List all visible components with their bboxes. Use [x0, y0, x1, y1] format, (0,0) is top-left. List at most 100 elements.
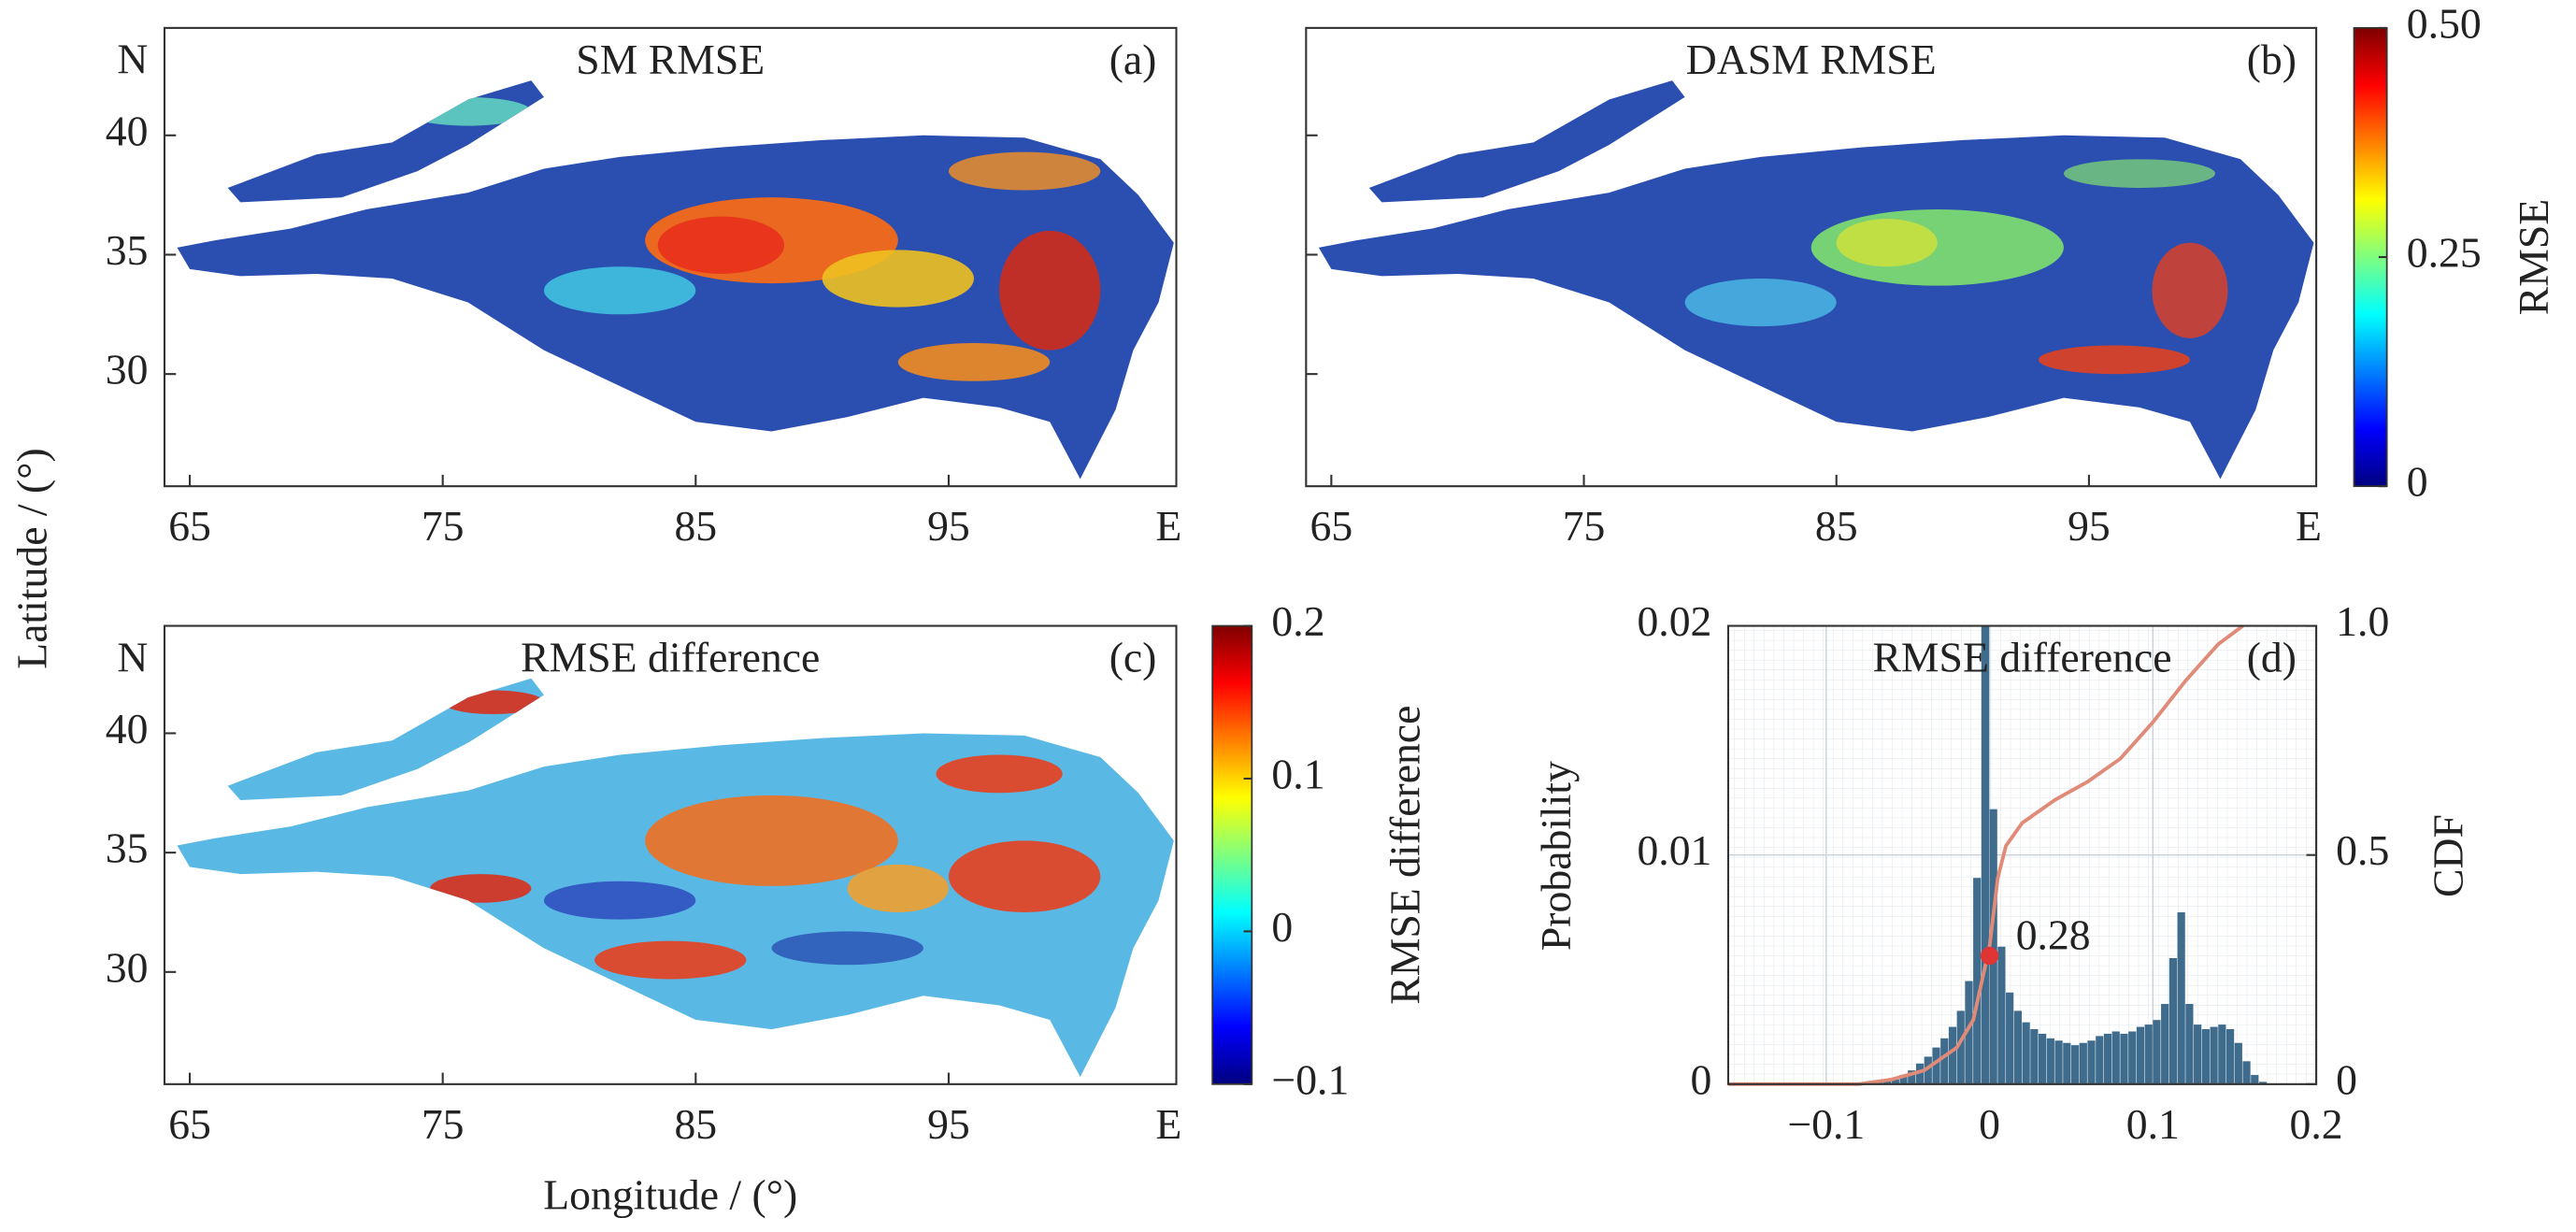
bar	[2063, 1042, 2071, 1084]
bar	[2234, 1042, 2242, 1084]
x-axis-label: Longitude / (°)	[543, 1170, 797, 1218]
map-patch	[948, 151, 1101, 191]
bar	[2013, 1010, 2023, 1084]
map-patch	[948, 840, 1101, 912]
map-patch	[771, 931, 923, 966]
map-patch	[405, 96, 532, 126]
bar	[1891, 1079, 1899, 1084]
plot-frame	[163, 26, 1178, 488]
plot-frame	[163, 624, 1178, 1085]
colorbar	[1211, 624, 1253, 1085]
bar	[2079, 1042, 2087, 1084]
annotation-label: 0.28	[2016, 910, 2091, 958]
bar	[2087, 1040, 2096, 1084]
colorbar-label: RMSE	[2510, 199, 2557, 315]
y2-tick-label: 0.5	[2336, 826, 2389, 874]
map-patch	[999, 230, 1101, 351]
map-patch	[897, 342, 1051, 381]
bar	[2185, 1004, 2194, 1084]
bar	[2006, 992, 2014, 1084]
map-field	[177, 80, 1174, 480]
y-tick-label: 0.01	[1637, 826, 1711, 874]
x-tick-label: 75	[422, 1100, 465, 1148]
map-patch	[2063, 159, 2216, 188]
map-patch	[847, 864, 949, 912]
bar	[2251, 1075, 2259, 1084]
panel-label: (c)	[1109, 634, 1157, 681]
bar	[1899, 1075, 1908, 1084]
panel-label: (d)	[2247, 634, 2297, 681]
bar	[2177, 911, 2185, 1084]
map-patch	[442, 690, 544, 715]
bar	[1989, 809, 1997, 1084]
x-tick-label: 75	[1563, 502, 1606, 550]
map-patch	[657, 216, 785, 274]
x-tick-label: 85	[1815, 502, 1858, 550]
bar	[2153, 1020, 2161, 1084]
bar	[2242, 1061, 2251, 1084]
x-tick-label: 65	[1310, 502, 1353, 550]
bar	[2096, 1036, 2104, 1084]
bar	[2103, 1033, 2112, 1084]
map-patch	[1836, 219, 1938, 267]
x-tick-label: 95	[2068, 502, 2111, 550]
x-tick-label: E	[2296, 502, 2322, 550]
y-tick-label: 30	[106, 346, 149, 394]
x-tick-label: E	[1155, 1100, 1181, 1148]
bar	[2030, 1029, 2039, 1084]
bar	[1973, 878, 1982, 1084]
map-patch	[543, 881, 696, 920]
cdf-line	[1727, 623, 2244, 1086]
bar	[2218, 1024, 2226, 1084]
y2-tick-label: 1.0	[2336, 597, 2389, 645]
bar	[2120, 1033, 2128, 1084]
annotation-point	[1980, 946, 1999, 966]
panel-label: (b)	[2247, 36, 2297, 83]
y-tick-label: N	[117, 633, 148, 680]
map-patch	[2038, 345, 2190, 375]
y-tick-label: 0	[1691, 1055, 1712, 1103]
y-tick-label: 30	[106, 943, 149, 991]
colorbar-tick-label: 0	[2407, 458, 2428, 506]
bar	[2070, 1045, 2080, 1084]
bar	[2258, 1082, 2268, 1084]
y-tick-label: 0.02	[1637, 597, 1711, 645]
bar	[2111, 1031, 2120, 1084]
map-patch	[543, 266, 696, 315]
bar	[2168, 958, 2178, 1084]
chart-title: DASM RMSE	[1686, 36, 1937, 83]
x-tick-label: 65	[168, 502, 211, 550]
map-patch	[430, 874, 532, 903]
plot-frame	[1726, 624, 2318, 1085]
x-tick-label: 95	[927, 502, 970, 550]
bar	[1882, 1081, 1892, 1084]
chart-title: RMSE difference	[521, 634, 820, 681]
bar	[2039, 1033, 2047, 1084]
colorbar-tick-label: 0.2	[1271, 597, 1324, 645]
map-patch	[936, 754, 1063, 794]
x-tick-label: 95	[927, 1100, 970, 1148]
map-field	[1318, 80, 2314, 480]
colorbar-tick-label: 0	[1271, 903, 1293, 951]
bar	[1932, 1047, 1940, 1084]
map-patch	[1684, 279, 1837, 327]
map-patch	[645, 795, 898, 886]
map-patch	[594, 940, 747, 980]
chart-title: RMSE difference	[1872, 634, 2171, 681]
bar	[2022, 1022, 2030, 1084]
x-tick-label: 0.2	[2290, 1100, 2343, 1148]
bar	[2194, 1024, 2202, 1084]
x-tick-label: 75	[422, 502, 465, 550]
bar	[1915, 1063, 1925, 1084]
bar	[2128, 1031, 2137, 1084]
colorbar-tick-label: −0.1	[1271, 1055, 1349, 1103]
bar	[1924, 1056, 1932, 1084]
x-tick-label: −0.1	[1787, 1100, 1865, 1148]
map-field	[177, 678, 1174, 1078]
panel-label: (a)	[1109, 36, 1157, 83]
bar	[1940, 1038, 1949, 1084]
chart-title: SM RMSE	[576, 36, 765, 83]
colorbar-tick-label: 0.25	[2407, 229, 2482, 277]
bar	[2161, 1004, 2169, 1084]
